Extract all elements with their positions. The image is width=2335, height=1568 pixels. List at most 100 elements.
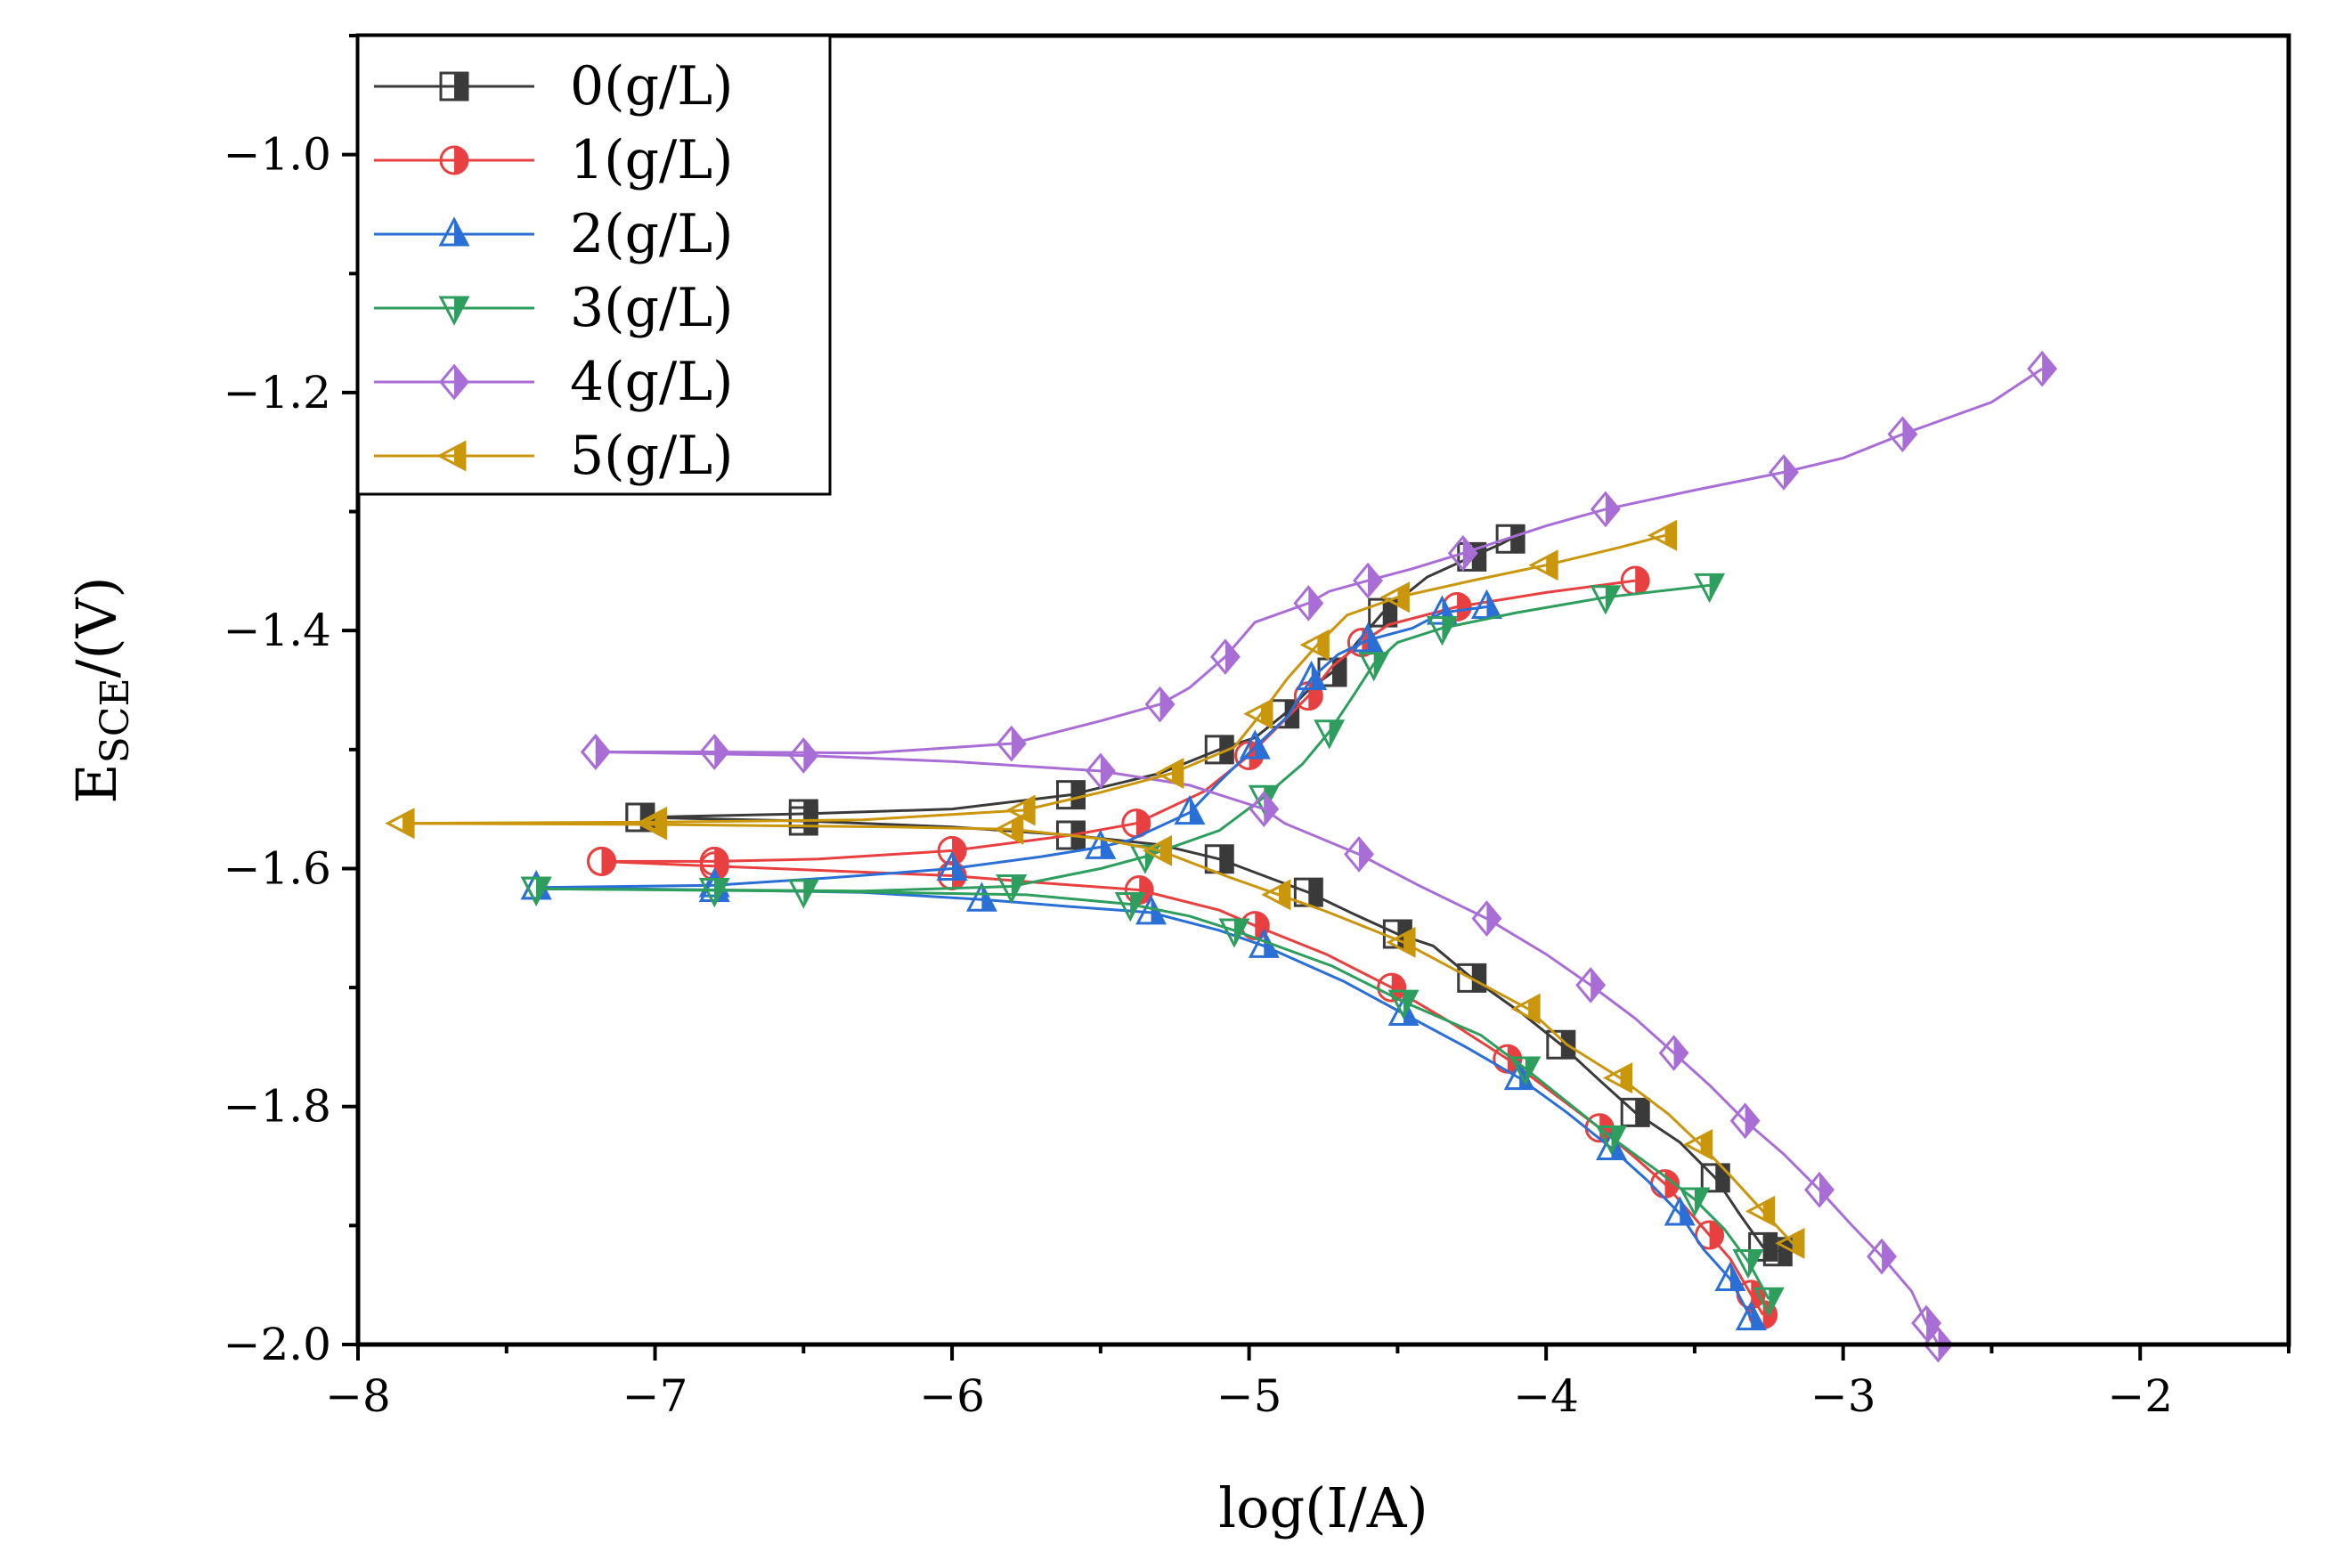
series-0-point xyxy=(1293,877,1323,907)
series-4-point xyxy=(1447,534,1478,572)
series-1-point xyxy=(1695,1220,1725,1250)
series-4-point xyxy=(1471,900,1502,937)
series-4 xyxy=(580,350,2058,1363)
series-5-point xyxy=(1261,879,1291,911)
x-tick-label: −7 xyxy=(622,1370,688,1422)
series-4-point xyxy=(1353,562,1383,599)
series-4-point xyxy=(580,734,611,770)
series-4-anodic-line xyxy=(595,367,2044,755)
series-3-point xyxy=(1679,1187,1711,1217)
series-5-point xyxy=(1528,549,1558,581)
legend-marker xyxy=(439,71,469,102)
series-4-point xyxy=(788,737,819,774)
legend-marker xyxy=(439,145,469,175)
x-axis: −8 −7 −6 −5 −4 −3 −2 xyxy=(325,1345,2290,1422)
series-3-point xyxy=(698,878,730,908)
legend: 0(g/L) 1(g/L) 2(g/L) 3(g/L) 4(g/L) 5(g/L) xyxy=(356,34,832,496)
series-2-point xyxy=(1239,729,1271,760)
series-4-point xyxy=(699,734,730,770)
series-5-anodic-line xyxy=(402,533,1665,825)
series-4-point xyxy=(1729,1102,1761,1140)
legend-marker xyxy=(436,440,467,472)
y-axis: −2.0 −1.8 −1.6 −1.4 −1.2 −1.0 xyxy=(224,34,358,1370)
series-3-cathodic-line xyxy=(536,887,1770,1300)
legend-label: 5(g/L) xyxy=(570,425,733,487)
series-3-point xyxy=(1114,892,1146,922)
series-4-point xyxy=(1209,638,1241,675)
series-4-point xyxy=(1804,1171,1835,1208)
series-4-point xyxy=(1249,791,1280,827)
series-1-point xyxy=(587,846,617,876)
series-3-anodic-line xyxy=(536,583,1710,893)
series-4-point xyxy=(1911,1304,1942,1342)
series-3-point xyxy=(1694,573,1726,604)
series-5-point xyxy=(637,808,668,841)
series-3-point xyxy=(1732,1248,1764,1280)
y-tick-label: −1.8 xyxy=(224,1081,331,1133)
legend-item: 5(g/L) xyxy=(374,425,733,487)
series-1-point xyxy=(1377,972,1407,1003)
series-5-point xyxy=(1745,1195,1776,1227)
x-tick-label: −5 xyxy=(1216,1370,1282,1422)
series-5-point xyxy=(1379,581,1410,613)
series-0-point xyxy=(1546,1029,1576,1060)
series-5-point xyxy=(1243,698,1273,730)
series-2-point xyxy=(1714,1261,1746,1291)
series-2-point xyxy=(1352,622,1384,653)
legend-label: 0(g/L) xyxy=(570,55,733,118)
series-5-point xyxy=(1647,519,1678,551)
legend-label: 2(g/L) xyxy=(570,203,733,265)
legend-item: 0(g/L) xyxy=(374,55,733,118)
legend-label: 4(g/L) xyxy=(570,351,733,413)
legend-marker xyxy=(439,363,469,401)
legend-marker xyxy=(438,216,470,247)
x-tick-label: −8 xyxy=(325,1370,391,1422)
series-5 xyxy=(385,519,1805,1259)
legend-item: 1(g/L) xyxy=(374,129,733,191)
series-5-point xyxy=(1386,926,1416,958)
series-3-point xyxy=(520,876,552,906)
x-tick-label: −2 xyxy=(2107,1370,2173,1422)
y-axis-title-main: E xyxy=(64,763,129,803)
series-0-point xyxy=(1495,524,1525,554)
series-2-point xyxy=(1296,660,1328,691)
series-4-point xyxy=(1887,416,1918,453)
legend-item: 3(g/L) xyxy=(374,277,733,339)
series-3-point xyxy=(1314,719,1346,750)
plot-frame xyxy=(355,33,2291,1347)
series-5-point xyxy=(1299,629,1330,661)
series-1 xyxy=(587,565,1778,1330)
series-4-point xyxy=(1085,752,1116,790)
series-3-point xyxy=(1358,652,1390,682)
series-5-point xyxy=(1602,1062,1633,1094)
series-4-point xyxy=(1769,454,1799,491)
series-0-point xyxy=(1055,780,1086,810)
legend-label: 1(g/L) xyxy=(570,129,733,191)
series-2-point xyxy=(1470,589,1502,619)
series-5-point xyxy=(1682,1129,1713,1160)
series-2-point xyxy=(1735,1300,1767,1331)
x-tick-label: −6 xyxy=(919,1370,985,1422)
y-axis-title-subscript: SCE xyxy=(93,678,138,763)
y-tick-label: −1.2 xyxy=(224,367,331,418)
series-0-point xyxy=(1620,1097,1650,1127)
y-tick-label: −1.0 xyxy=(224,129,331,181)
series-3-point xyxy=(1590,585,1622,615)
series-1-anodic-line xyxy=(601,579,1636,863)
y-tick-label: −1.6 xyxy=(224,842,331,894)
y-tick-label: −2.0 xyxy=(224,1319,331,1370)
x-tick-label: −4 xyxy=(1513,1370,1579,1422)
series-4-point xyxy=(1658,1035,1689,1071)
series-3-point xyxy=(1596,1125,1628,1156)
series-2-point xyxy=(936,850,968,881)
series-4-point xyxy=(1590,491,1621,528)
y-tick-label: −1.4 xyxy=(224,605,331,656)
legend-box xyxy=(356,34,832,496)
series-4-point xyxy=(2027,350,2058,387)
series-2 xyxy=(520,589,1767,1331)
legend-item: 2(g/L) xyxy=(374,203,733,265)
series-5-point xyxy=(1510,993,1541,1025)
series-0-point xyxy=(1317,657,1347,687)
series-2-anodic-line xyxy=(536,605,1487,890)
